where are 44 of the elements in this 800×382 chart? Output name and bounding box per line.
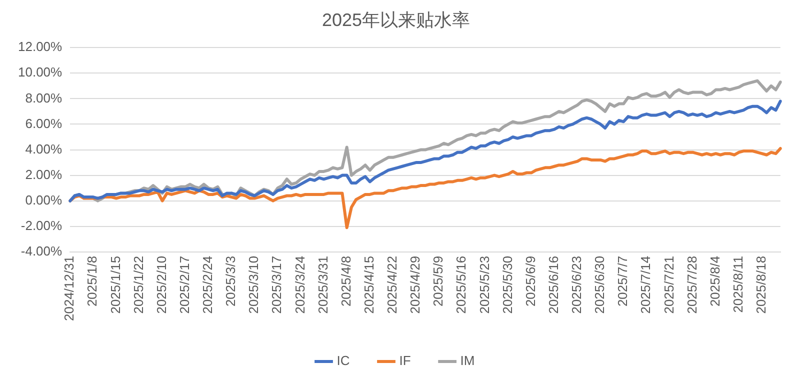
x-tick-label: 2025/5/23 (476, 256, 492, 314)
x-tick-label: 2025/2/17 (176, 256, 192, 314)
y-tick-label: 4.00% (25, 141, 63, 156)
x-tick-label: 2025/7/7 (615, 256, 630, 307)
x-tick-label: 2025/4/29 (408, 256, 423, 314)
x-tick-label: 2025/2/24 (200, 256, 216, 314)
x-tick-label: 2025/4/8 (338, 256, 354, 307)
y-tick-label: 2.00% (25, 166, 63, 182)
x-tick-label: 2025/3/10 (246, 256, 262, 314)
y-tick-label: 6.00% (25, 116, 63, 131)
x-tick-label: 2025/3/24 (292, 256, 308, 314)
legend-label: IF (399, 353, 411, 368)
x-tick-label: 2025/1/8 (84, 256, 100, 307)
x-tick-label: 2025/6/23 (569, 256, 584, 314)
x-tick-label: 2025/3/31 (315, 256, 330, 314)
x-tick-label: 2025/2/10 (154, 256, 169, 314)
x-tick-label: 2024/12/31 (62, 256, 77, 322)
y-tick-label: 8.00% (25, 90, 63, 106)
x-tick-label: 2025/7/21 (661, 256, 676, 314)
chart-title: 2025年以来贴水率 (322, 10, 470, 30)
x-tick-label: 2025/7/14 (638, 256, 654, 314)
x-tick-label: 2025/5/9 (430, 256, 446, 307)
x-tick-label: 2025/5/16 (454, 256, 469, 314)
legend-label: IC (336, 353, 350, 368)
y-tick-label: 0.00% (25, 192, 63, 208)
legend-label: IM (460, 353, 475, 368)
y-tick-label: 10.00% (18, 64, 63, 80)
x-tick-label: 2025/1/15 (108, 256, 123, 314)
x-tick-label: 2025/1/22 (130, 256, 146, 314)
y-tick-label: -4.00% (20, 244, 63, 259)
x-tick-label: 2025/6/9 (522, 256, 538, 307)
x-tick-label: 2025/4/15 (361, 256, 376, 314)
y-tick-label: 12.00% (18, 39, 63, 54)
x-tick-label: 2025/6/30 (592, 256, 608, 314)
x-tick-label: 2025/8/4 (707, 256, 722, 307)
x-tick-label: 2025/8/11 (730, 256, 746, 313)
x-tick-label: 2025/5/30 (500, 256, 515, 314)
x-tick-label: 2025/8/18 (754, 256, 769, 314)
x-tick-label: 2025/3/17 (269, 256, 284, 314)
x-tick-label: 2025/7/28 (684, 256, 700, 314)
x-tick-label: 2025/6/16 (546, 256, 561, 314)
x-tick-label: 2025/4/22 (384, 256, 400, 314)
x-tick-label: 2025/3/3 (223, 256, 238, 307)
y-tick-label: -2.00% (20, 218, 63, 233)
